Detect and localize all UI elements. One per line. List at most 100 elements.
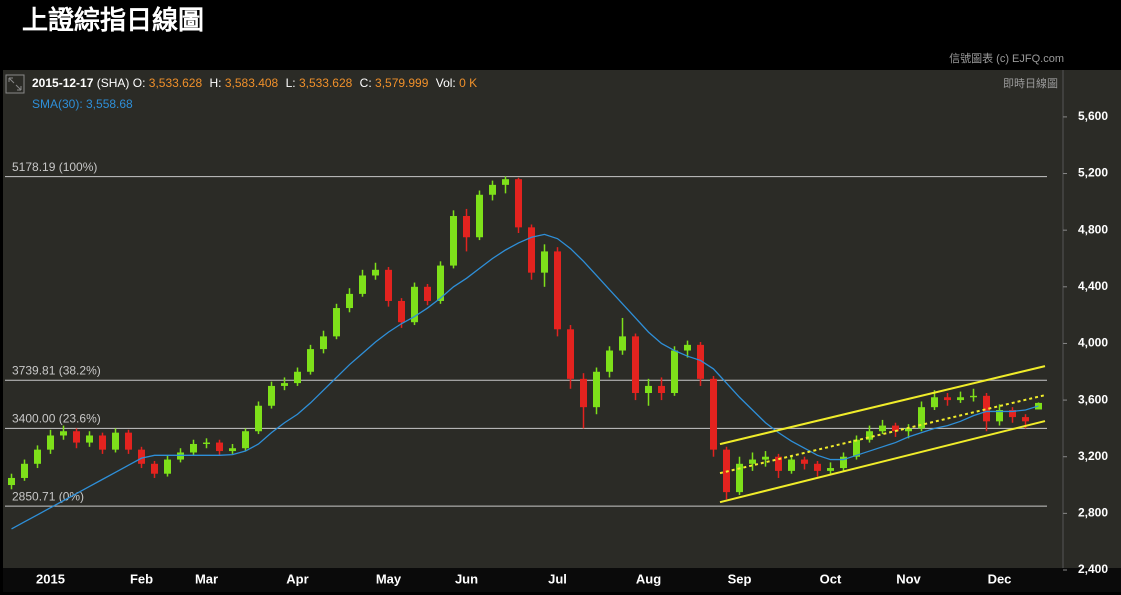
candle-body — [840, 456, 847, 469]
y-tick-label: 2,400 — [1078, 562, 1108, 576]
candle-body — [151, 463, 158, 474]
y-tick-label: 3,200 — [1078, 449, 1108, 463]
candle-body — [333, 308, 340, 337]
y-tick-label: 2,800 — [1078, 506, 1108, 520]
info-label: Vol: — [436, 76, 456, 90]
candle-body — [658, 385, 665, 394]
plot-background — [3, 70, 1121, 568]
info-label: O: — [133, 76, 146, 90]
info-label: H: — [210, 76, 222, 90]
candle-body — [34, 449, 41, 464]
candle-body — [177, 452, 184, 460]
x-tick-label: Jul — [548, 571, 567, 586]
candle-body — [788, 459, 795, 471]
info-value: 3,533.628 — [299, 76, 353, 90]
candle-body — [294, 371, 301, 384]
candle-body — [736, 463, 743, 493]
y-tick-label: 4,800 — [1078, 222, 1108, 236]
candle-body — [593, 371, 600, 408]
fib-label: 2850.71 (0%) — [12, 489, 84, 503]
candle-body — [463, 216, 470, 238]
candle-body — [580, 378, 587, 408]
candle-body — [671, 350, 678, 394]
candle-body — [268, 385, 275, 406]
candle-body — [242, 431, 249, 449]
candle-body — [892, 425, 899, 432]
x-tick-label: Feb — [130, 571, 153, 586]
candle-body — [112, 432, 119, 450]
chart-subtitle: 即時日線圖 — [1003, 76, 1058, 90]
y-tick-label: 4,000 — [1078, 336, 1108, 350]
y-tick-label: 4,400 — [1078, 279, 1108, 293]
candle-body — [801, 459, 808, 464]
info-line: 2015-12-17 (SHA) O: 3,533.628 H: 3,583.4… — [32, 76, 477, 90]
candle-body — [996, 409, 1003, 422]
x-tick-label: 2015 — [36, 571, 65, 586]
candle-body — [437, 265, 444, 301]
candle-body — [762, 456, 769, 460]
candle-body — [541, 251, 548, 273]
y-tick-label: 3,600 — [1078, 392, 1108, 406]
candle-body — [450, 216, 457, 266]
candle-body — [398, 300, 405, 323]
info-symbol: (SHA) — [97, 76, 130, 90]
candle-body — [346, 293, 353, 309]
x-axis-band — [3, 568, 1121, 592]
candle-body — [749, 459, 756, 464]
candle-body — [47, 435, 54, 450]
candle-body — [567, 329, 574, 379]
candle-body — [164, 459, 171, 474]
sma-label: SMA(30): 3,558.68 — [32, 97, 133, 111]
candle-body — [60, 431, 67, 436]
fib-label: 5178.19 (100%) — [12, 160, 97, 174]
candle-body — [21, 463, 28, 478]
x-tick-label: Aug — [636, 571, 661, 586]
info-label: C: — [360, 76, 372, 90]
candle-body — [918, 407, 925, 429]
candle-body — [528, 227, 535, 273]
candle-body — [931, 397, 938, 408]
candle-body — [684, 344, 691, 351]
candle-body — [944, 397, 951, 401]
candle-body — [1022, 417, 1029, 422]
sma-line — [11, 233, 1039, 530]
candle-body — [1009, 409, 1016, 418]
candle-body — [138, 449, 145, 464]
expand-icon[interactable] — [5, 74, 25, 94]
candle-body — [8, 477, 15, 486]
candle-body — [99, 435, 106, 450]
candle-body — [320, 336, 327, 350]
fib-label: 3739.81 (38.2%) — [12, 363, 101, 377]
candle-body — [86, 435, 93, 443]
x-tick-label: May — [376, 571, 402, 586]
candle-body — [203, 442, 210, 444]
candle-body — [255, 405, 262, 432]
candle-body — [606, 350, 613, 372]
candle-body — [229, 448, 236, 452]
channel-line — [719, 394, 1046, 475]
candle-body — [125, 432, 132, 450]
candle-body — [970, 395, 977, 398]
candle-body — [359, 275, 366, 294]
info-label: L: — [286, 76, 296, 90]
x-tick-label: Mar — [195, 571, 218, 586]
y-tick-label: 5,600 — [1078, 109, 1108, 123]
candle-body — [190, 443, 197, 453]
candle-body — [905, 428, 912, 432]
candle-body — [554, 251, 561, 330]
candle-body — [632, 336, 639, 394]
x-tick-label: Oct — [820, 571, 842, 586]
x-tick-label: Nov — [896, 571, 921, 586]
candle-body — [827, 468, 834, 471]
info-value: 3,583.408 — [225, 76, 279, 90]
y-tick-label: 5,200 — [1078, 166, 1108, 180]
candle-body — [281, 383, 288, 386]
candle-body — [957, 397, 964, 401]
candle-body — [879, 425, 886, 432]
candle-body — [853, 439, 860, 457]
info-value: 3,579.999 — [375, 76, 429, 90]
candle-body — [983, 395, 990, 422]
copyright: 信號圖表 (c) EJFQ.com — [949, 51, 1064, 65]
candle-body — [619, 336, 626, 351]
